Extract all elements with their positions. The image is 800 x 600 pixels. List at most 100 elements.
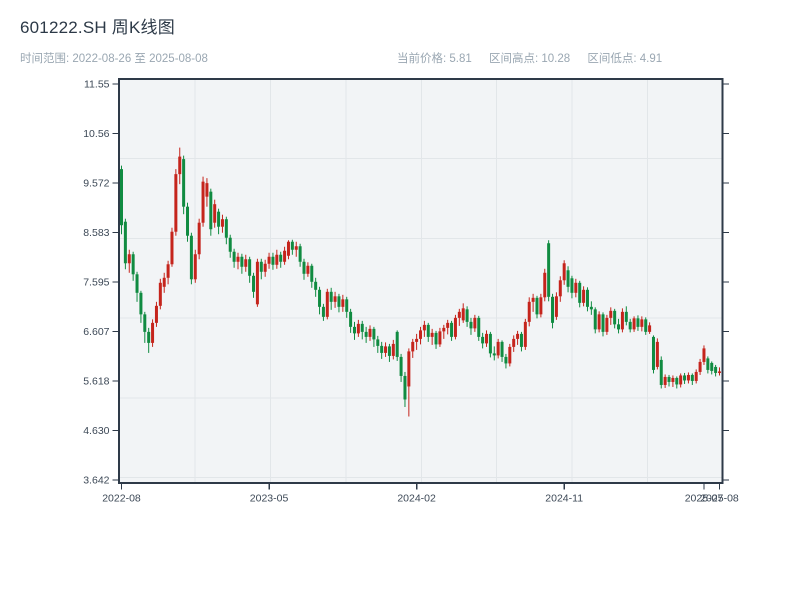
candle-body xyxy=(690,374,694,381)
candle-body xyxy=(209,191,213,230)
candle-body xyxy=(667,376,671,382)
y-tick-label: 7.595 xyxy=(83,277,109,289)
candle-body xyxy=(632,318,636,330)
candle-body xyxy=(213,204,217,223)
candle-body xyxy=(624,311,628,322)
candle-body xyxy=(166,264,170,278)
candle-body xyxy=(663,376,667,385)
candle-body xyxy=(516,333,520,339)
candle-body xyxy=(314,281,318,290)
x-tick-label: 2024-11 xyxy=(545,493,583,505)
candle-body xyxy=(562,263,566,281)
candle-body xyxy=(543,272,547,298)
candle-body xyxy=(527,301,531,322)
candle-body xyxy=(384,346,388,353)
price-summary: 当前价格: 5.81 区间高点: 10.28 区间低点: 4.91 xyxy=(397,50,662,66)
candle-body xyxy=(457,311,461,318)
candle-body xyxy=(585,289,589,307)
candle-body xyxy=(356,323,360,334)
candle-body xyxy=(671,377,675,382)
candle-body xyxy=(539,297,543,315)
candle-body xyxy=(391,343,395,356)
candle-body xyxy=(364,331,368,337)
time-range-label: 时间范围: 2022-08-26 至 2025-08-08 xyxy=(20,53,208,65)
candle-body xyxy=(442,327,446,332)
candle-body xyxy=(178,156,182,175)
candle-body xyxy=(333,296,337,302)
candle-body xyxy=(283,250,287,262)
candle-body xyxy=(675,377,679,385)
candle-body xyxy=(271,256,275,265)
candle-body xyxy=(651,336,655,370)
candle-body xyxy=(648,325,652,332)
candle-body xyxy=(170,231,174,265)
candle-body xyxy=(702,348,706,362)
candle-body xyxy=(531,297,535,302)
candle-body xyxy=(325,291,329,317)
candle-body xyxy=(290,241,294,250)
candle-body xyxy=(123,221,127,264)
candle-body xyxy=(659,359,663,385)
candle-body xyxy=(201,181,205,223)
range-low-label: 区间低点: 4.91 xyxy=(587,53,663,65)
candle-body xyxy=(376,339,380,346)
x-tick-label: 2023-05 xyxy=(250,493,289,505)
candle-body xyxy=(547,243,551,297)
candle-body xyxy=(644,319,648,332)
candle-body xyxy=(403,375,407,400)
candle-body xyxy=(714,366,718,373)
candle-body xyxy=(453,317,457,337)
candle-body xyxy=(582,289,586,303)
candle-body xyxy=(535,297,539,315)
candle-body xyxy=(523,321,527,347)
candle-body xyxy=(151,322,155,343)
candle-body xyxy=(461,308,465,321)
y-tick-label: 9.572 xyxy=(83,178,109,190)
candle-body xyxy=(613,310,617,325)
candle-body xyxy=(127,254,131,264)
candle-body xyxy=(496,341,500,356)
candle-body xyxy=(628,321,632,330)
candle-body xyxy=(422,324,426,331)
candle-body xyxy=(589,306,593,310)
candle-body xyxy=(609,310,613,318)
candle-body xyxy=(465,309,469,322)
candle-body xyxy=(387,346,391,356)
candle-body xyxy=(485,333,489,344)
candle-body xyxy=(318,289,322,307)
candle-body xyxy=(698,361,702,372)
candle-body xyxy=(341,299,345,307)
candle-body xyxy=(566,270,570,287)
candle-body xyxy=(217,211,221,227)
candle-body xyxy=(267,256,271,264)
candle-body xyxy=(279,254,283,262)
candle-body xyxy=(147,331,151,343)
candle-body xyxy=(438,331,442,345)
candle-body xyxy=(259,261,263,272)
candle-body xyxy=(286,241,290,256)
candle-body xyxy=(275,254,279,265)
candle-body xyxy=(411,341,415,352)
candle-body xyxy=(143,314,147,332)
candle-body xyxy=(500,341,504,357)
candle-body xyxy=(302,261,306,274)
candle-body xyxy=(236,256,240,262)
candle-body xyxy=(321,306,325,317)
candle-body xyxy=(601,314,605,332)
candle-body xyxy=(372,328,376,340)
candle-body xyxy=(492,353,496,356)
candle-body xyxy=(352,326,356,334)
candle-body xyxy=(345,299,349,312)
candle-body xyxy=(368,328,372,337)
candle-body xyxy=(337,296,341,307)
candle-body xyxy=(189,235,193,280)
candle-body xyxy=(263,263,267,272)
candle-body xyxy=(686,374,690,381)
candle-body xyxy=(158,282,162,306)
candle-body xyxy=(683,375,687,381)
candle-body xyxy=(197,222,201,255)
candle-body xyxy=(360,323,364,332)
candle-body xyxy=(139,292,143,315)
